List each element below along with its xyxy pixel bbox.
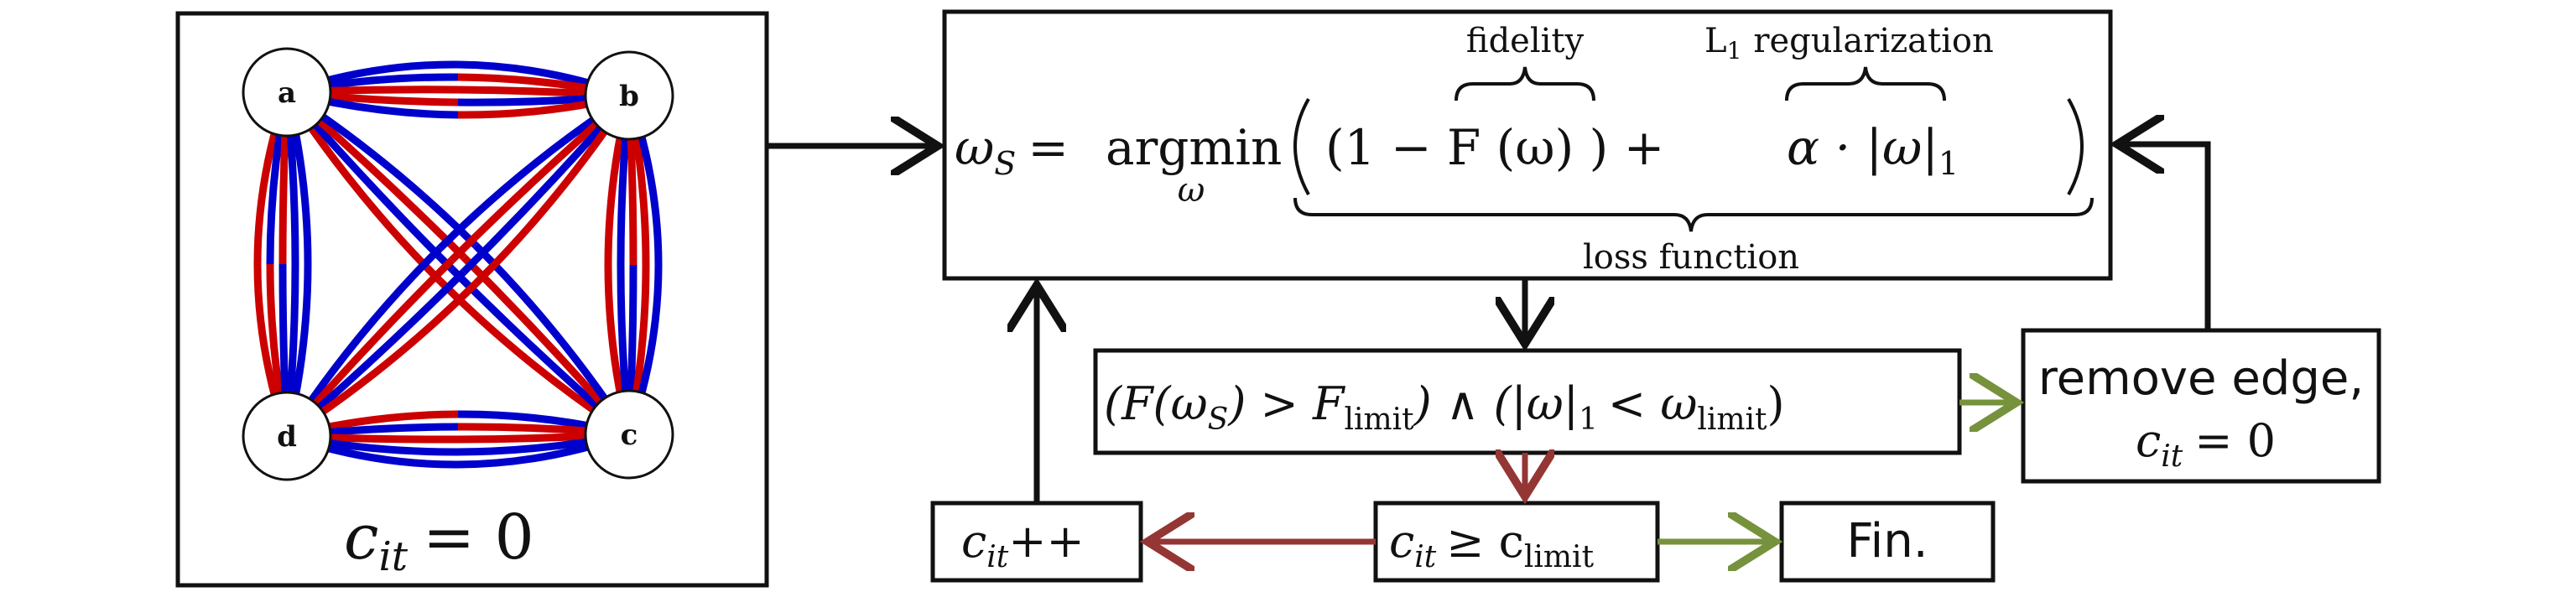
node-b: b	[584, 50, 674, 141]
node-a-label: a	[278, 76, 296, 110]
node-a: a	[242, 47, 332, 138]
limit-check-frame	[1373, 501, 1660, 583]
increment-box: cit++	[930, 501, 1143, 583]
limit-check-label: cit ≥ climit	[1389, 515, 1595, 574]
limit-check-box: cit ≥ climit	[1373, 501, 1660, 583]
condition-box: (F(ωS) > Flimit) ∧ (|ω|1 < ωlimit)	[1093, 348, 1962, 455]
finish-frame	[1779, 501, 1996, 583]
remove-edge-box: remove edge, cit = 0	[2021, 328, 2381, 484]
fidelity-term: (1 − F (ω) ) +	[1325, 119, 1664, 176]
remove-edge-counter: cit = 0	[2136, 414, 2276, 474]
arrow-remove-edge-to-optimization	[2117, 144, 2211, 330]
fidelity-label: fidelity	[1466, 22, 1585, 60]
loss-underbrace	[1293, 197, 2094, 232]
fidelity-overbrace	[1455, 66, 1595, 101]
argmin-label: argmin	[1106, 119, 1282, 176]
node-b-label: b	[619, 80, 639, 113]
omega-s: ωS =	[955, 119, 1069, 182]
graph-counter: cit = 0	[344, 501, 534, 580]
graph-panel: a b c d cit = 0	[175, 11, 769, 588]
argmin-subscript: ω	[1178, 171, 1205, 210]
regularization-term: α · |ω|1	[1787, 119, 1959, 182]
finish-label: Fin.	[1847, 514, 1928, 569]
regularization-label: L1 regularization	[1704, 22, 1994, 65]
finish-box: Fin.	[1779, 501, 1996, 583]
close-paren-outer	[2067, 98, 2084, 195]
optimization-frame	[942, 9, 2113, 281]
increment-label: cit++	[961, 515, 1085, 574]
node-c: c	[584, 389, 674, 480]
remove-edge-label: remove edge,	[2038, 351, 2364, 406]
regularization-overbrace	[1785, 66, 1946, 101]
node-d: d	[242, 391, 332, 481]
open-paren-outer	[1293, 98, 1310, 195]
remove-edge-frame	[2021, 328, 2381, 484]
optimization-box: ωS = argmin ω (1 − F (ω) ) + fidelity α ·…	[942, 9, 2113, 281]
node-d-label: d	[277, 420, 297, 454]
condition-text: (F(ωS) > Flimit) ∧ (|ω|1 < ωlimit)	[1104, 377, 1785, 437]
loss-function-label: loss function	[1583, 238, 1799, 277]
node-c-label: c	[621, 418, 638, 452]
